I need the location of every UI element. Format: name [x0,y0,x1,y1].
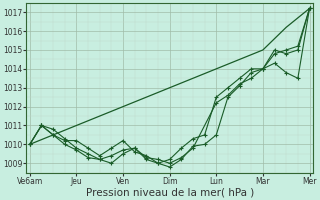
X-axis label: Pression niveau de la mer( hPa ): Pression niveau de la mer( hPa ) [85,187,254,197]
